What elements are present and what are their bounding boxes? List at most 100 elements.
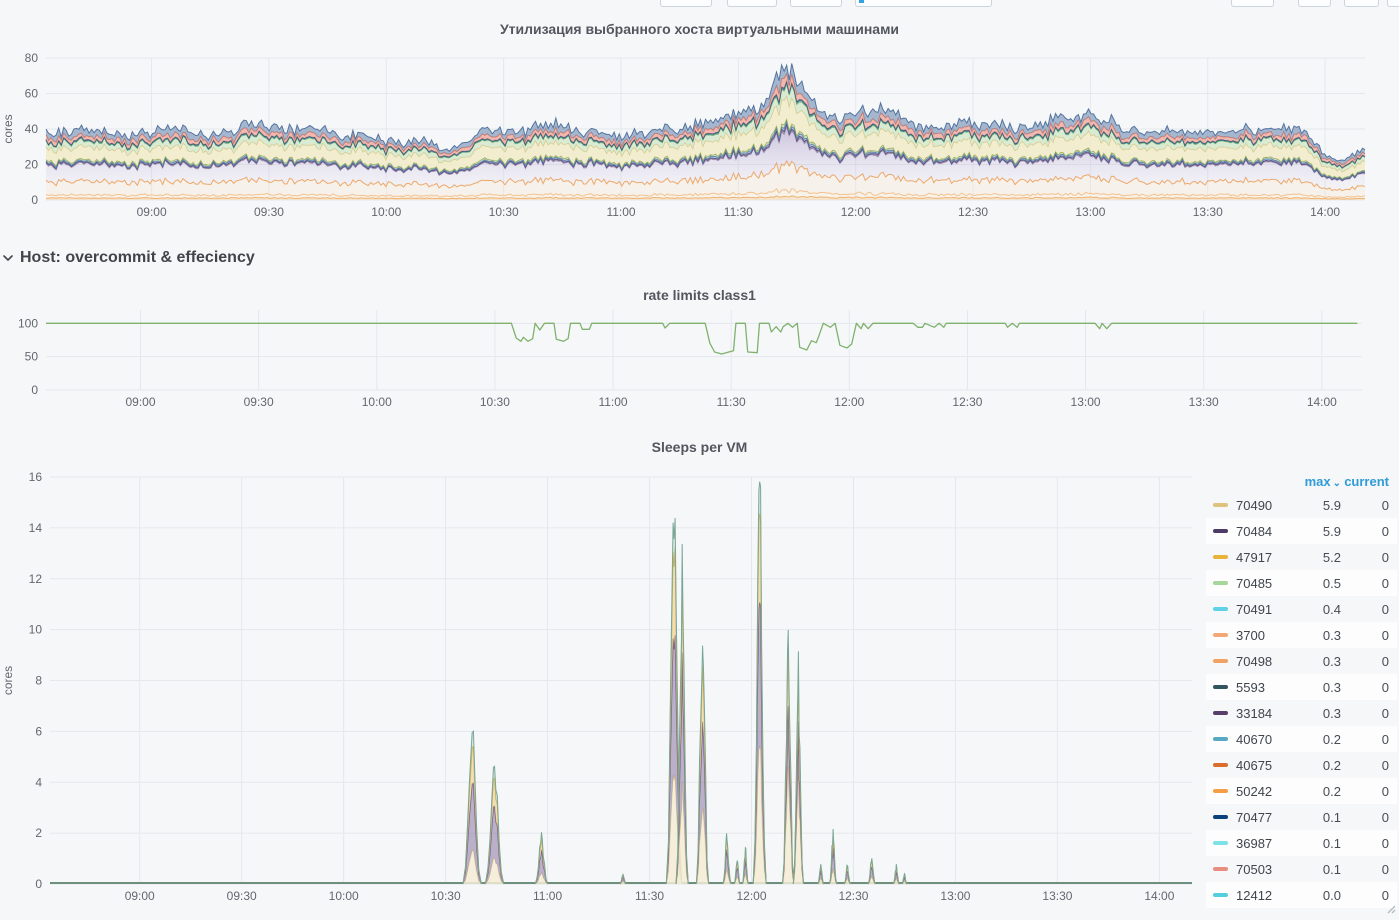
svg-text:13:30: 13:30	[1193, 205, 1223, 219]
series-color-swatch	[1213, 763, 1228, 767]
legend-row[interactable]: 5593 0.3 0	[1206, 674, 1397, 700]
series-name[interactable]: 12412	[1236, 887, 1273, 903]
series-name[interactable]: 33184	[1236, 705, 1273, 721]
svg-text:09:30: 09:30	[244, 395, 274, 409]
series-name[interactable]: 70485	[1236, 575, 1273, 591]
legend-row[interactable]: 70485 0.5 0	[1206, 570, 1397, 596]
series-color-swatch	[1213, 789, 1228, 793]
toolbar-input-stub[interactable]	[855, 0, 992, 7]
series-name[interactable]: 40675	[1236, 757, 1273, 773]
series-current-value: 0	[1381, 757, 1389, 773]
svg-text:10:00: 10:00	[362, 395, 392, 409]
series-current-value: 0	[1381, 679, 1389, 695]
series-max-value: 0.5	[1322, 575, 1341, 591]
svg-text:10:00: 10:00	[371, 205, 401, 219]
legend-row[interactable]: 70503 0.1 0	[1206, 856, 1397, 882]
series-max-value: 0.1	[1322, 835, 1341, 851]
svg-text:12: 12	[29, 572, 43, 586]
toolbar-button-stub[interactable]	[660, 0, 712, 7]
svg-text:4: 4	[35, 775, 42, 789]
legend-row[interactable]: 40675 0.2 0	[1206, 752, 1397, 778]
legend-row[interactable]: 33184 0.3 0	[1206, 700, 1397, 726]
legend-row[interactable]: 12412 0.0 0	[1206, 882, 1397, 908]
legend-sort-max[interactable]: max ⌄	[1304, 473, 1341, 489]
svg-text:16: 16	[29, 470, 43, 484]
svg-text:10:30: 10:30	[480, 395, 510, 409]
svg-text:13:00: 13:00	[940, 889, 970, 903]
legend-row[interactable]: 47917 5.2 0	[1206, 544, 1397, 570]
svg-text:10:00: 10:00	[329, 889, 359, 903]
svg-text:14:00: 14:00	[1307, 395, 1337, 409]
svg-text:10: 10	[29, 623, 43, 637]
series-color-swatch	[1213, 711, 1228, 715]
series-name[interactable]: 47917	[1236, 549, 1273, 565]
series-name[interactable]: 36987	[1236, 835, 1273, 851]
toolbar-button-stub[interactable]	[1387, 0, 1399, 7]
svg-text:09:30: 09:30	[227, 889, 257, 903]
rate-limits-chart[interactable]: 0 50 100 09:00 09:30 10:00 10:30 11:00 11:30 12:0…	[0, 304, 1399, 420]
svg-text:cores: cores	[1, 666, 15, 695]
utilization-chart[interactable]: 0 20 40 60 80 09:00 09:30 10:00 10:30 11:00 11:30 1…	[0, 40, 1399, 240]
series-current-value: 0	[1381, 601, 1389, 617]
legend-row[interactable]: 50242 0.2 0	[1206, 778, 1397, 804]
toolbar-button-stub[interactable]	[1231, 0, 1274, 7]
toolbar-accent-mark	[859, 0, 864, 3]
series-name[interactable]: 3700	[1236, 627, 1265, 643]
series-name[interactable]: 70477	[1236, 809, 1273, 825]
svg-text:0: 0	[31, 383, 38, 397]
series-name[interactable]: 70503	[1236, 861, 1273, 877]
sleeps-chart[interactable]: 0 2 4 6 8 10 12 14 16 09:00 09:30 10:00 10:30 11:00 11…	[0, 458, 1399, 918]
panel-resize-handle[interactable]	[1384, 902, 1397, 915]
svg-text:0: 0	[35, 877, 42, 891]
series-current-value: 0	[1381, 861, 1389, 877]
legend-row[interactable]: 40670 0.2 0	[1206, 726, 1397, 752]
panel-title-rate-limits[interactable]: rate limits class1	[643, 287, 756, 303]
svg-text:11:00: 11:00	[606, 205, 635, 219]
series-color-swatch	[1213, 893, 1228, 897]
legend-row[interactable]: 70491 0.4 0	[1206, 596, 1397, 622]
legend-row[interactable]: 70498 0.3 0	[1206, 648, 1397, 674]
toolbar-button-stub[interactable]	[790, 0, 842, 7]
svg-text:11:30: 11:30	[635, 889, 664, 903]
series-max-value: 0.3	[1322, 679, 1341, 695]
legend-row[interactable]: 70484 5.9 0	[1206, 518, 1397, 544]
series-current-value: 0	[1381, 575, 1389, 591]
svg-text:13:30: 13:30	[1189, 395, 1219, 409]
panel-title-sleeps[interactable]: Sleeps per VM	[651, 439, 748, 455]
series-name[interactable]: 70490	[1236, 497, 1273, 513]
dashboard-row-host-overcommit[interactable]: Host: overcommit & effeciency	[2, 246, 255, 270]
svg-text:12:30: 12:30	[952, 395, 982, 409]
series-name[interactable]: 70484	[1236, 523, 1273, 539]
svg-text:6: 6	[35, 724, 42, 738]
svg-text:10:30: 10:30	[431, 889, 461, 903]
series-color-swatch	[1213, 581, 1228, 585]
legend-row[interactable]: 70477 0.1 0	[1206, 804, 1397, 830]
series-name[interactable]: 5593	[1236, 679, 1265, 695]
legend-row[interactable]: 3700 0.3 0	[1206, 622, 1397, 648]
panel-title-utilization[interactable]: Утилизация выбранного хоста виртуальными…	[499, 21, 900, 37]
series-max-value: 5.2	[1322, 549, 1341, 565]
series-max-value: 0.1	[1322, 861, 1341, 877]
legend-sort-current[interactable]: current	[1344, 473, 1389, 489]
series-color-swatch	[1213, 815, 1228, 819]
series-name[interactable]: 70498	[1236, 653, 1273, 669]
toolbar-button-stub[interactable]	[1298, 0, 1331, 7]
series-max-value: 0.2	[1322, 731, 1341, 747]
svg-text:0: 0	[31, 193, 38, 207]
svg-text:60: 60	[25, 87, 39, 101]
svg-text:13:00: 13:00	[1075, 205, 1105, 219]
series-color-swatch	[1213, 529, 1228, 533]
series-name[interactable]: 50242	[1236, 783, 1273, 799]
toolbar-button-stub[interactable]	[1344, 0, 1379, 7]
toolbar-button-stub[interactable]	[727, 0, 777, 7]
svg-text:11:30: 11:30	[717, 395, 746, 409]
series-name[interactable]: 40670	[1236, 731, 1273, 747]
series-name[interactable]: 70491	[1236, 601, 1273, 617]
legend-row[interactable]: 70490 5.9 0	[1206, 492, 1397, 518]
series-current-value: 0	[1381, 705, 1389, 721]
svg-text:12:00: 12:00	[834, 395, 864, 409]
legend-row[interactable]: 36987 0.1 0	[1206, 830, 1397, 856]
svg-text:09:00: 09:00	[125, 395, 155, 409]
svg-text:8: 8	[35, 674, 42, 688]
svg-text:2: 2	[35, 826, 42, 840]
